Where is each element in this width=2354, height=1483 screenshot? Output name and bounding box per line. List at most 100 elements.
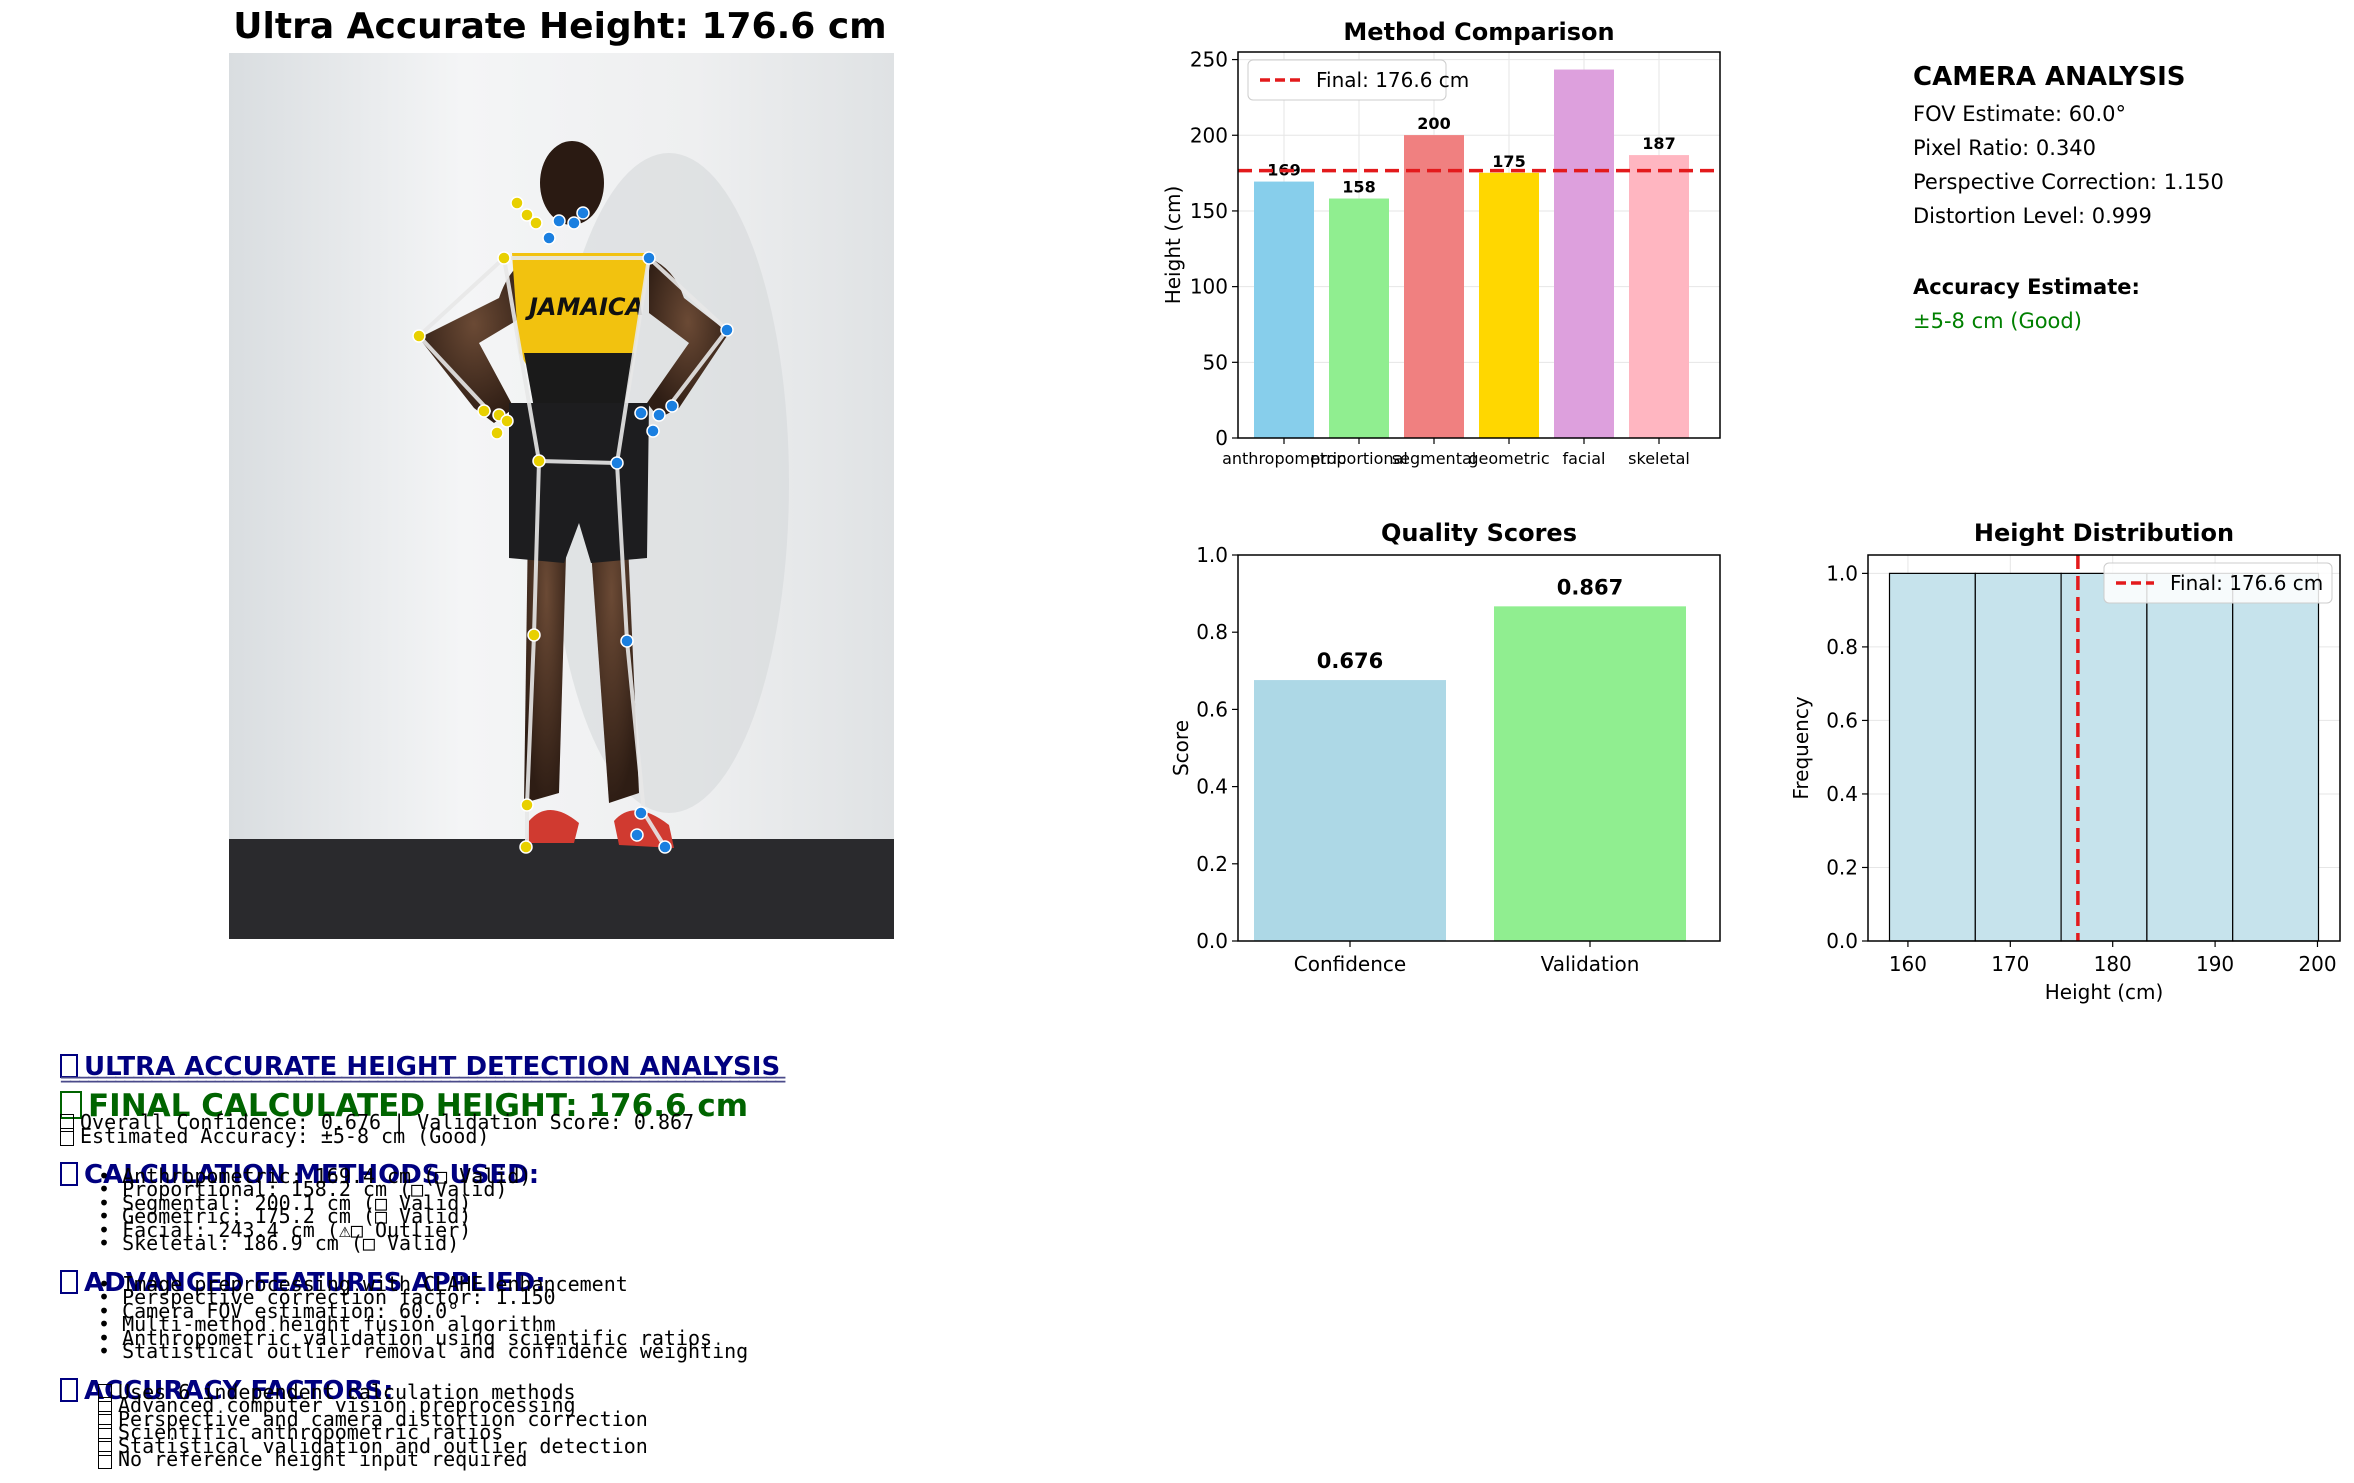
report-list-item: • Anthropometric validation using scient… bbox=[98, 1326, 712, 1350]
y-tick-label: 0.6 bbox=[1196, 697, 1228, 721]
pose-keypoint bbox=[665, 399, 679, 413]
report-confidence-text: Overall Confidence: 0.676 | Validation S… bbox=[80, 1110, 695, 1134]
y-tick-label: 0.2 bbox=[1826, 855, 1858, 879]
report-list-item: • Skeletal: 186.9 cm (□ Valid) bbox=[98, 1231, 459, 1255]
pose-keypoint bbox=[646, 424, 660, 438]
histogram-bin bbox=[1974, 572, 2062, 942]
report-list-item: Scientific anthropometric ratios bbox=[98, 1420, 503, 1444]
y-tick-label: 0 bbox=[1215, 426, 1228, 450]
report-final-height: FINAL CALCULATED HEIGHT: 176.6 cm bbox=[60, 1088, 748, 1124]
y-tick-label: 0.4 bbox=[1196, 775, 1228, 799]
x-tick-label: 170 bbox=[1991, 952, 2029, 976]
legend-box bbox=[1247, 59, 1447, 101]
report-list-item-text: • Perspective correction factor: 1.150 bbox=[98, 1285, 556, 1310]
bar-confidence bbox=[1254, 680, 1446, 941]
pose-keypoint bbox=[542, 231, 556, 245]
report-list-item: Statistical validation and outlier detec… bbox=[98, 1434, 648, 1458]
y-tick-label: 200 bbox=[1190, 123, 1228, 147]
report-features-heading: ADVANCED FEATURES APPLIED: bbox=[60, 1268, 546, 1298]
camera-line: Distortion Level: 0.999 bbox=[1913, 204, 2152, 228]
bar-proportional bbox=[1329, 198, 1389, 438]
bar-value-label: 175 bbox=[1492, 152, 1525, 171]
x-tick-label: Validation bbox=[1541, 952, 1640, 976]
shirt-text: JAMAICA bbox=[525, 293, 644, 321]
plot-frame bbox=[1237, 554, 1721, 942]
x-tick-label: geometric bbox=[1468, 449, 1549, 468]
report-methods-heading-text: CALCULATION METHODS USED: bbox=[84, 1160, 540, 1190]
pose-keypoint bbox=[630, 828, 644, 842]
chart-title: Method Comparison bbox=[1343, 18, 1614, 46]
report-list-item: • Perspective correction factor: 1.150 bbox=[98, 1285, 556, 1309]
report-list-item-text: • Facial: 243.4 cm (⚠□ Outlier) bbox=[98, 1217, 472, 1242]
pose-keypoint bbox=[634, 406, 648, 420]
y-tick-label: 0.8 bbox=[1826, 635, 1858, 659]
pose-keypoint bbox=[720, 323, 734, 337]
report-list-item-text: Scientific anthropometric ratios bbox=[118, 1420, 504, 1445]
y-axis-label: Frequency bbox=[1789, 696, 1813, 799]
histogram-bin bbox=[1888, 572, 1976, 942]
pose-photo: JAMAICA bbox=[229, 53, 894, 939]
report-list-item: • Anthropometric: 169.4 cm (□ Valid) bbox=[98, 1164, 531, 1188]
method-comparison-chart: 169anthropometric158proportional200segme… bbox=[1161, 18, 1721, 468]
y-tick-label: 100 bbox=[1190, 275, 1228, 299]
report-list-item-text: • Image preprocessing with CLAHE enhance… bbox=[98, 1272, 628, 1296]
report-factors-heading: ACCURACY FACTORS: bbox=[60, 1376, 393, 1406]
plot-frame bbox=[1867, 554, 2341, 942]
report-list-item: • Segmental: 200.1 cm (□ Valid) bbox=[98, 1191, 471, 1215]
plot-frame bbox=[1237, 51, 1721, 439]
report-final-text: FINAL CALCULATED HEIGHT: 176.6 cm bbox=[88, 1088, 749, 1124]
accuracy-estimate-label: Accuracy Estimate: bbox=[1913, 275, 2140, 299]
report-list-item: • Facial: 243.4 cm (⚠□ Outlier) bbox=[98, 1218, 471, 1242]
legend-label: Final: 176.6 cm bbox=[2170, 571, 2323, 595]
pose-keypoint bbox=[532, 454, 546, 468]
report-list-item: • Proportional: 158.2 cm (□ Valid) bbox=[98, 1177, 507, 1201]
y-tick-label: 1.0 bbox=[1826, 561, 1858, 585]
quality-scores-chart: 0.676 Confidence 0.867 Validation 0.0 0.2 0.4 0… bbox=[1169, 519, 1721, 976]
pose-keypoint bbox=[658, 840, 672, 854]
pose-keypoint bbox=[500, 414, 514, 428]
camera-analysis-title: CAMERA ANALYSIS bbox=[1913, 62, 2186, 92]
bar-value-label: 200 bbox=[1417, 114, 1450, 133]
y-tick-label: 250 bbox=[1190, 48, 1228, 72]
histogram-bin bbox=[2060, 572, 2148, 942]
main-title: Ultra Accurate Height: 176.6 cm bbox=[233, 6, 887, 47]
x-tick-label: proportional bbox=[1310, 449, 1408, 468]
y-tick-label: 0.0 bbox=[1196, 929, 1228, 953]
bar-value-label: 158 bbox=[1342, 178, 1375, 197]
x-tick-label: skeletal bbox=[1628, 449, 1690, 468]
y-tick-label: 50 bbox=[1203, 350, 1228, 374]
pose-skeleton bbox=[417, 256, 729, 849]
bar-geometric bbox=[1479, 172, 1539, 438]
report-list-item-text: Advanced computer vision preprocessing bbox=[118, 1393, 576, 1418]
report-confidence: Overall Confidence: 0.676 | Validation S… bbox=[60, 1110, 694, 1134]
pose-keypoints bbox=[412, 196, 734, 854]
pose-keypoint bbox=[634, 806, 648, 820]
report-list-item-text: • Proportional: 158.2 cm (□ Valid) bbox=[98, 1177, 508, 1202]
floor bbox=[229, 839, 894, 939]
y-axis-label: Height (cm) bbox=[1161, 186, 1185, 305]
report-list-item-text: • Segmental: 200.1 cm (□ Valid) bbox=[98, 1190, 472, 1215]
y-tick-label: 0.2 bbox=[1196, 852, 1228, 876]
bar-segmental bbox=[1404, 135, 1464, 439]
y-tick-label: 0.8 bbox=[1196, 620, 1228, 644]
report-list-item-text: • Anthropometric validation using scient… bbox=[98, 1325, 713, 1350]
report-list-item-text: No reference height input required bbox=[118, 1447, 528, 1471]
pose-photo-canvas: JAMAICA bbox=[229, 53, 894, 939]
report-list-item-text: Uses 6 independent calculation methods bbox=[118, 1380, 576, 1404]
pose-keypoint bbox=[642, 251, 656, 265]
report-accuracy: Estimated Accuracy: ±5-8 cm (Good) bbox=[60, 1124, 489, 1148]
bar-anthropometric bbox=[1254, 181, 1314, 439]
camera-line: Perspective Correction: 1.150 bbox=[1913, 170, 2224, 194]
pose-keypoint bbox=[510, 196, 524, 210]
y-tick-label: 1.0 bbox=[1196, 543, 1228, 567]
report-list-item-text: • Anthropometric: 169.4 cm (□ Valid) bbox=[98, 1164, 532, 1188]
report-list-item: • Image preprocessing with CLAHE enhance… bbox=[98, 1272, 628, 1296]
report-list-item: Advanced computer vision preprocessing bbox=[98, 1393, 576, 1417]
pose-keypoint bbox=[477, 404, 491, 418]
chart-title: Height Distribution bbox=[1974, 519, 2234, 547]
report-list-item-text: • Statistical outlier removal and confid… bbox=[98, 1339, 749, 1363]
report-accuracy-text: Estimated Accuracy: ±5-8 cm (Good) bbox=[80, 1124, 490, 1148]
pose-keypoint bbox=[412, 329, 426, 343]
report-list-item: • Camera FOV estimation: 60.0° bbox=[98, 1299, 459, 1323]
x-tick-label: 190 bbox=[2196, 952, 2234, 976]
